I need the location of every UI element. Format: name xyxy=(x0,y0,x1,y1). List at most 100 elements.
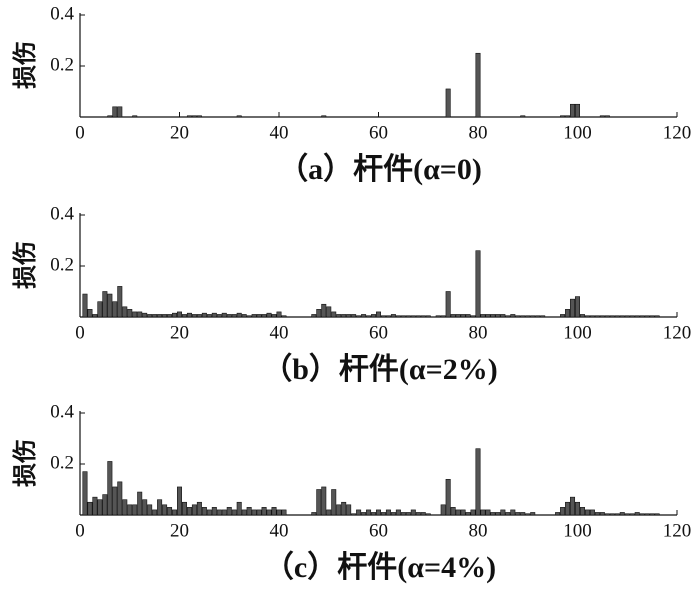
bar xyxy=(485,314,491,318)
bar xyxy=(574,296,580,318)
bar xyxy=(356,315,362,318)
bar xyxy=(465,512,471,516)
bar xyxy=(629,315,635,318)
bar xyxy=(644,315,650,318)
x-tick-label: 80 xyxy=(469,520,488,541)
bar xyxy=(142,312,148,318)
bar xyxy=(380,315,386,318)
bar xyxy=(201,507,207,516)
bar xyxy=(480,509,486,516)
bar xyxy=(221,509,227,516)
bar xyxy=(191,115,197,118)
bar xyxy=(455,509,461,516)
bar xyxy=(206,509,212,516)
x-tick-label: 40 xyxy=(270,520,289,541)
bar xyxy=(599,512,605,516)
y-tick-label: 0.2 xyxy=(50,254,74,275)
bar xyxy=(609,315,615,318)
bar xyxy=(112,106,118,118)
bar xyxy=(604,115,610,118)
bar xyxy=(450,314,456,318)
bar xyxy=(420,512,426,516)
bar xyxy=(172,312,178,318)
x-tick-label: 120 xyxy=(663,122,692,143)
bar xyxy=(186,115,192,118)
bar xyxy=(321,303,327,318)
bar xyxy=(236,115,242,118)
bar xyxy=(619,315,625,318)
bar xyxy=(117,106,123,118)
bar xyxy=(410,315,416,318)
bar xyxy=(107,461,113,516)
bar xyxy=(589,509,595,516)
bar xyxy=(420,315,426,318)
bar xyxy=(226,507,232,516)
bar xyxy=(594,512,600,516)
bar xyxy=(321,486,327,516)
bar xyxy=(510,314,516,318)
bar xyxy=(515,512,521,516)
bar xyxy=(216,314,222,318)
bar xyxy=(510,509,516,516)
bar xyxy=(122,306,128,318)
bar xyxy=(385,315,391,318)
bar xyxy=(112,301,118,318)
bar xyxy=(415,315,421,318)
bar xyxy=(241,314,247,318)
bar xyxy=(261,314,267,318)
bar xyxy=(276,311,282,318)
bar xyxy=(102,291,108,318)
bar xyxy=(490,512,496,516)
bar xyxy=(470,315,476,318)
bar xyxy=(281,315,287,318)
bar xyxy=(162,314,168,318)
bar xyxy=(614,315,620,318)
bar xyxy=(346,504,352,516)
bar xyxy=(361,314,367,318)
bar xyxy=(560,314,566,318)
bar xyxy=(311,512,317,516)
bar xyxy=(186,507,192,516)
bar xyxy=(584,315,590,318)
y-axis-label: 损伤 xyxy=(11,41,39,89)
bar xyxy=(540,315,546,318)
bar xyxy=(535,315,541,318)
bar xyxy=(624,513,630,516)
y-tick-label: 0.4 xyxy=(50,401,74,422)
bar xyxy=(395,315,401,318)
bar xyxy=(122,499,128,516)
bar xyxy=(87,309,93,318)
bar xyxy=(117,481,123,516)
x-axis-label: （c）杆件(α=4%) xyxy=(264,550,496,584)
bar xyxy=(132,115,138,118)
bar xyxy=(425,513,431,516)
x-tick-label: 60 xyxy=(369,520,388,541)
bar xyxy=(351,314,357,318)
bar xyxy=(599,115,605,118)
x-tick-label: 120 xyxy=(663,322,692,343)
bar xyxy=(216,509,222,516)
x-axis-label: （b）杆件(α=2%) xyxy=(262,352,498,386)
bar xyxy=(565,309,571,318)
bar xyxy=(371,314,377,318)
bar xyxy=(231,509,237,516)
bar xyxy=(495,314,501,318)
bar xyxy=(400,512,406,516)
y-axis-label: 损伤 xyxy=(11,439,39,487)
bar xyxy=(117,286,123,318)
y-axis-label: 损伤 xyxy=(11,241,39,289)
bar xyxy=(191,314,197,318)
bar xyxy=(92,314,98,318)
bar xyxy=(181,501,187,516)
x-tick-label: 80 xyxy=(469,322,488,343)
y-tick-label: 0.2 xyxy=(50,54,74,75)
bar xyxy=(530,315,536,318)
bar xyxy=(236,501,242,516)
bar xyxy=(97,301,103,318)
bar xyxy=(102,494,108,516)
bar xyxy=(256,314,262,318)
bar xyxy=(400,315,406,318)
bar xyxy=(644,513,650,516)
bar xyxy=(525,315,531,318)
bar xyxy=(440,504,446,516)
